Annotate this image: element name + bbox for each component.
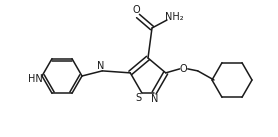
Text: O: O xyxy=(132,5,140,15)
Text: N: N xyxy=(96,61,104,71)
Text: O: O xyxy=(180,64,188,74)
Text: N: N xyxy=(152,94,159,104)
Text: HN: HN xyxy=(28,74,42,84)
Text: S: S xyxy=(136,93,142,103)
Text: NH₂: NH₂ xyxy=(165,12,183,22)
